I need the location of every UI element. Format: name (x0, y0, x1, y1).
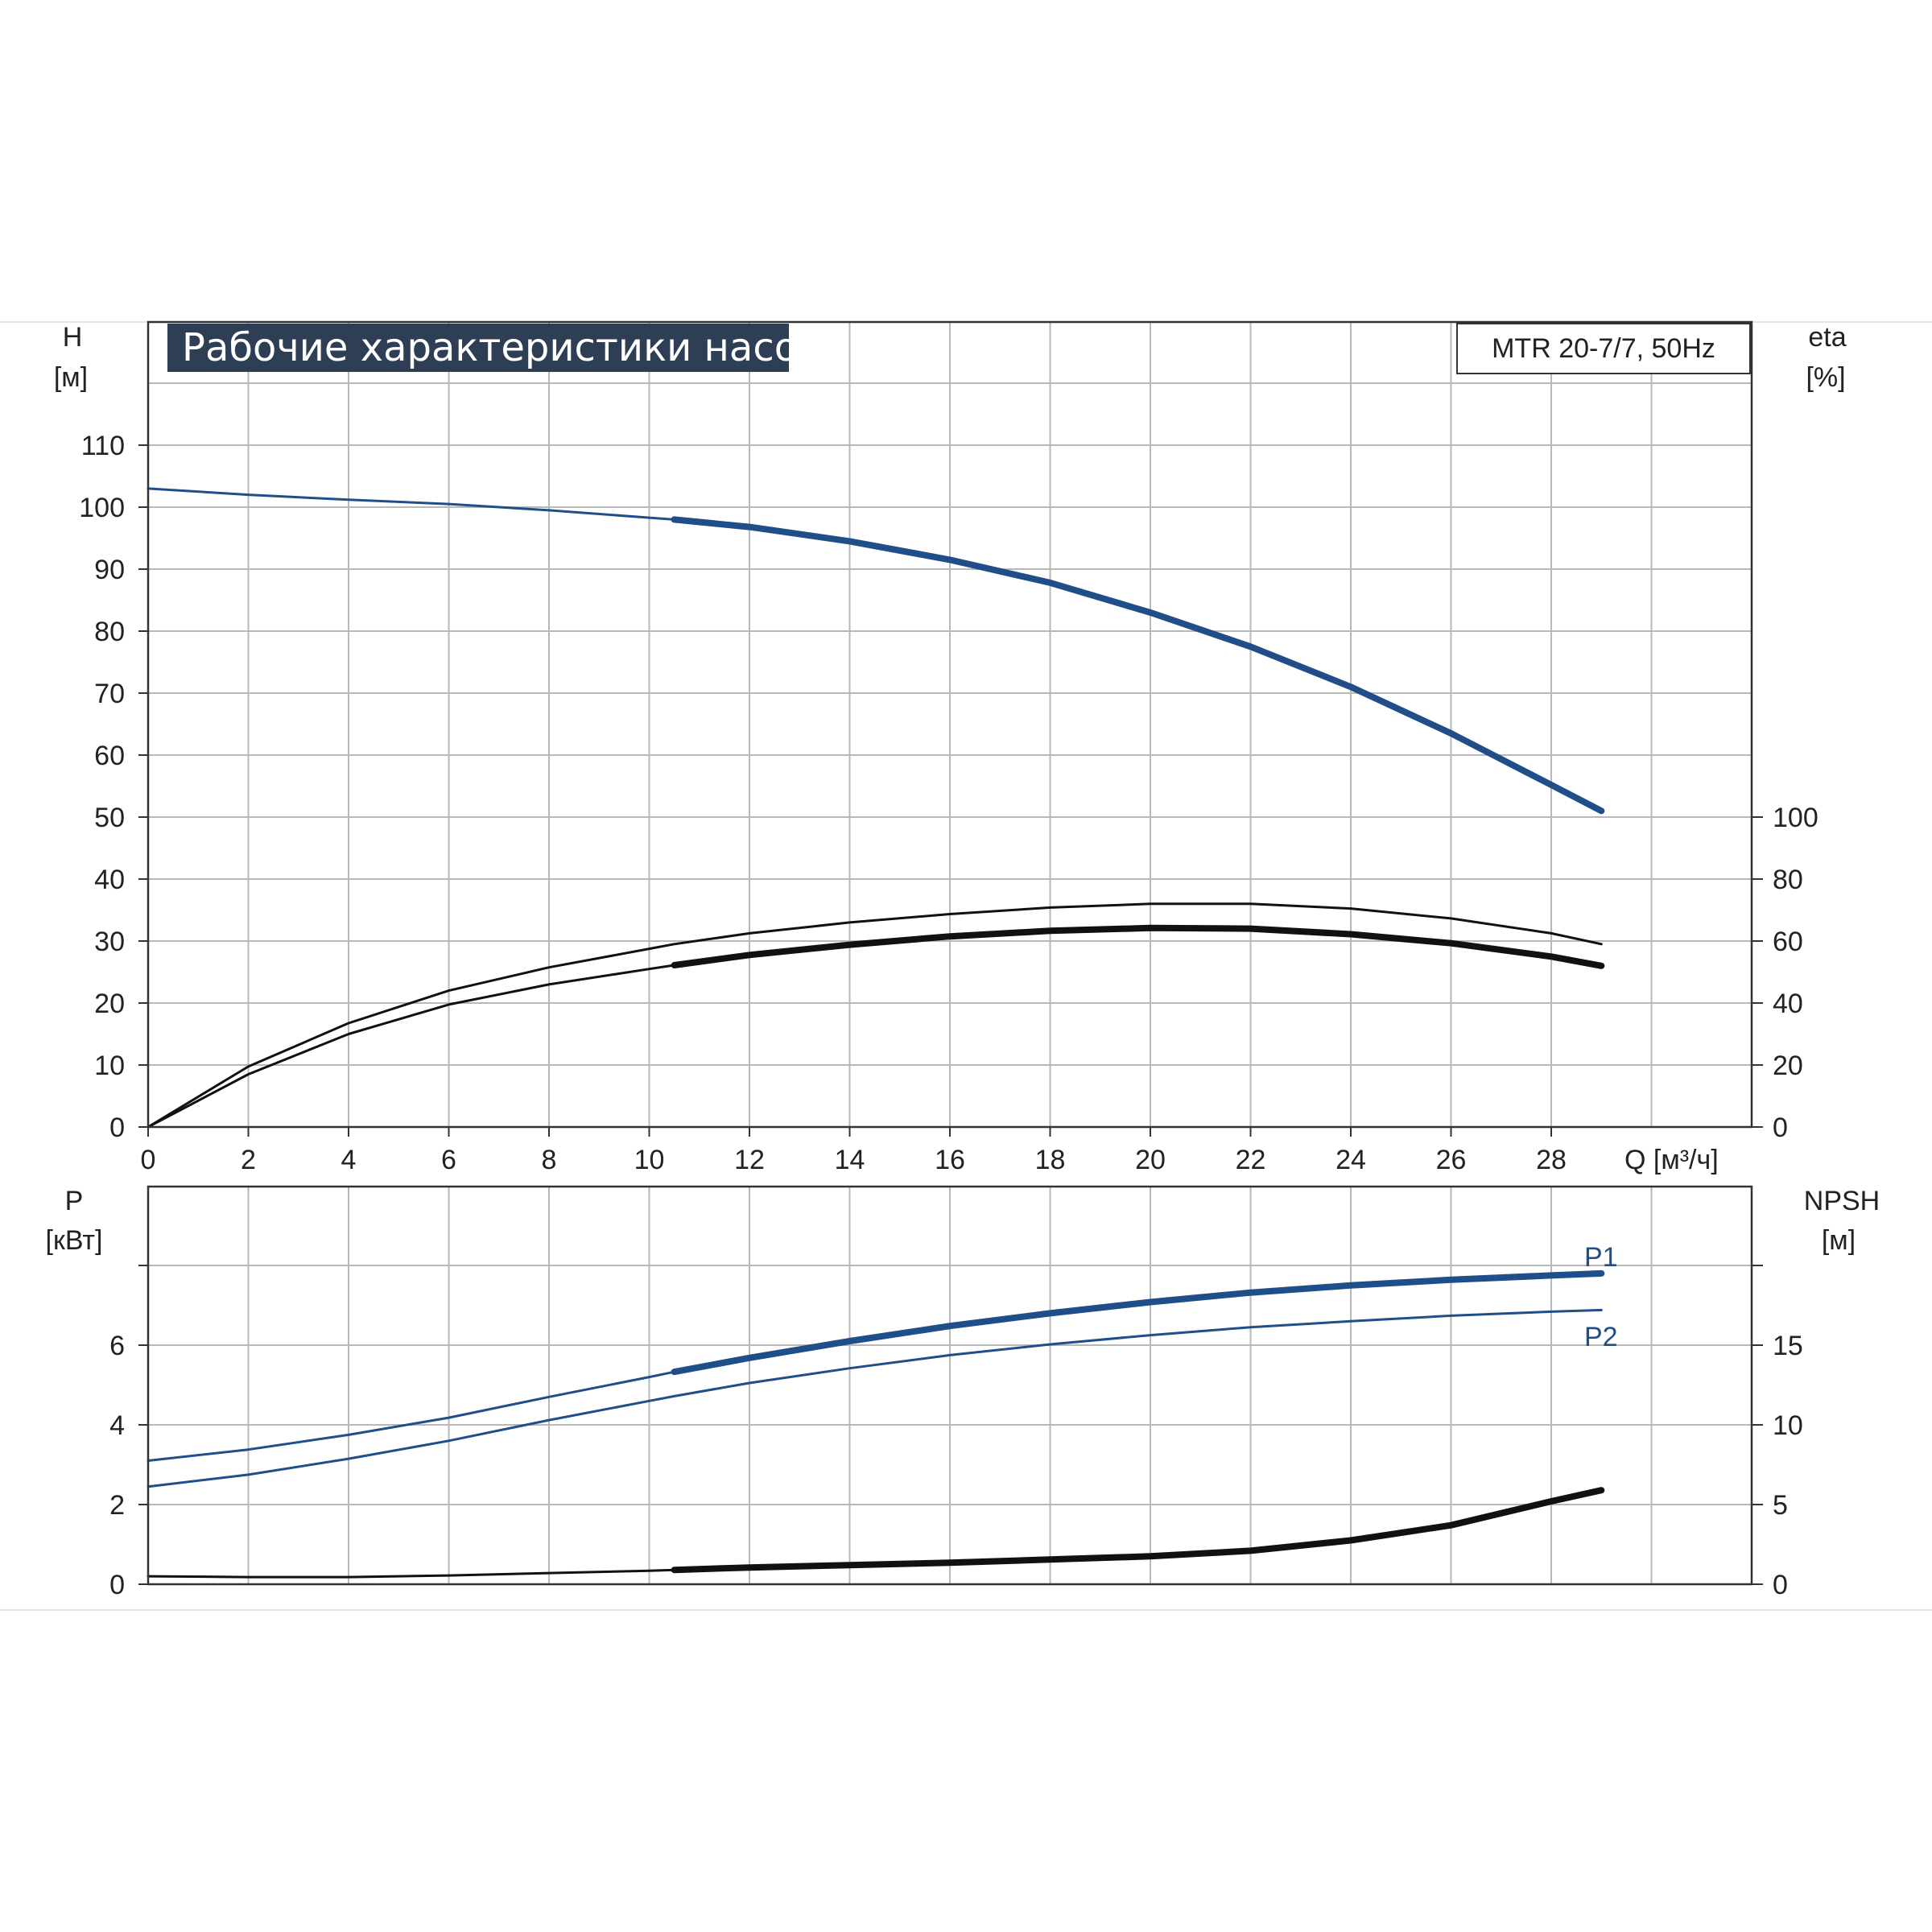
x-tick-label: 0 (141, 1145, 156, 1175)
model-label-box (1456, 323, 1751, 374)
npsh-tick-label: 15 (1773, 1331, 1803, 1361)
bottom-grid (148, 1187, 1752, 1584)
x-tick-label: 24 (1335, 1145, 1366, 1175)
y-left-tick-label: 20 (94, 989, 125, 1019)
y-right-label: eta (1808, 322, 1846, 353)
p-axis-unit: [кВт] (46, 1225, 103, 1256)
top-grid (148, 322, 1752, 1127)
y-left-tick-label: 90 (94, 555, 125, 585)
x-tick-label: 2 (241, 1145, 256, 1175)
x-tick-label: 28 (1536, 1145, 1567, 1175)
series-line-top-0 (147, 487, 1603, 812)
x-tick-label: 20 (1135, 1145, 1166, 1175)
p-tick-label: 6 (109, 1331, 125, 1361)
bottom-left-tick-labels: 0 2 4 6 (109, 1265, 148, 1600)
y-left-tick-label: 50 (94, 803, 125, 833)
x-tick-label: 22 (1236, 1145, 1266, 1175)
x-tick-label: 4 (341, 1145, 357, 1175)
series-label-p1: P1 (1584, 1242, 1618, 1273)
y-right-tick-label: 60 (1773, 927, 1803, 957)
x-tick-label: 26 (1436, 1145, 1467, 1175)
y-left-tick-label: 10 (94, 1051, 125, 1081)
p-tick-label: 4 (109, 1410, 125, 1441)
series-line-top-2 (147, 927, 1603, 1129)
series-label-p2: P2 (1584, 1322, 1618, 1352)
chart-title-box (167, 324, 789, 372)
npsh-tick-label: 5 (1773, 1490, 1788, 1521)
top-left-tick-labels: 0 10 20 30 40 50 60 70 80 90 100 110 (79, 431, 148, 1143)
x-tick-label: 16 (935, 1145, 965, 1175)
chart-title: Рабочие характеристики насоса (182, 325, 843, 370)
bottom-plot-frame (147, 1185, 1753, 1586)
x-tick-label: 10 (634, 1145, 665, 1175)
series-line-bottom-0 (147, 1272, 1603, 1462)
y-right-tick-label: 80 (1773, 865, 1803, 895)
x-tick-label: 12 (734, 1145, 765, 1175)
p-tick-label: 0 (109, 1570, 125, 1600)
series-line-top-2-operating-range (671, 924, 1605, 969)
y-right-tick-label: 40 (1773, 989, 1803, 1019)
y-right-tick-label: 0 (1773, 1113, 1788, 1143)
y-left-tick-label: 0 (109, 1113, 125, 1143)
npsh-tick-label: 0 (1773, 1570, 1788, 1600)
y-left-tick-label: 110 (81, 431, 125, 461)
y-left-tick-label: 100 (79, 493, 125, 523)
x-tick-label: 8 (542, 1145, 557, 1175)
p-axis-label: P (65, 1186, 84, 1216)
bottom-series (147, 1269, 1605, 1579)
y-left-label: H (63, 322, 83, 353)
y-left-tick-label: 60 (94, 741, 125, 771)
top-series (147, 487, 1605, 1129)
top-right-tick-labels: 0 20 40 60 80 100 (1752, 803, 1818, 1143)
x-tick-label: 6 (441, 1145, 456, 1175)
npsh-tick-label: 10 (1773, 1410, 1803, 1441)
series-line-bottom-2-operating-range (671, 1487, 1605, 1574)
bottom-right-tick-labels: 0 5 10 15 (1752, 1265, 1803, 1600)
y-left-tick-label: 40 (94, 865, 125, 895)
npsh-axis-label: NPSH (1804, 1186, 1880, 1216)
y-left-tick-label: 80 (94, 617, 125, 647)
x-tick-labels: 0 2 4 6 8 10 12 14 16 18 20 22 24 26 28 (141, 1127, 1567, 1175)
y-left-tick-label: 30 (94, 927, 125, 957)
series-line-top-1 (147, 902, 1603, 1129)
y-right-unit: [%] (1806, 362, 1845, 393)
p-tick-label: 2 (109, 1490, 125, 1521)
series-line-bottom-1 (147, 1308, 1603, 1488)
model-label: MTR 20-7/7, 50Hz (1492, 333, 1715, 364)
series-line-bottom-0-operating-range (671, 1269, 1605, 1376)
y-left-unit: [м] (54, 362, 88, 393)
power-npsh-panel: 0 2 4 6 0 5 10 15 P [кВт] NPSH [м] P1 P2 (46, 1185, 1880, 1600)
x-tick-label: 14 (835, 1145, 865, 1175)
x-axis-label: Q [м³/ч] (1624, 1145, 1719, 1175)
y-right-tick-label: 20 (1773, 1051, 1803, 1081)
npsh-axis-unit: [м] (1822, 1225, 1856, 1256)
y-right-tick-label: 100 (1773, 803, 1818, 833)
series-line-top-0-operating-range (671, 516, 1605, 815)
y-left-tick-label: 70 (94, 679, 125, 709)
x-tick-label: 18 (1035, 1145, 1066, 1175)
